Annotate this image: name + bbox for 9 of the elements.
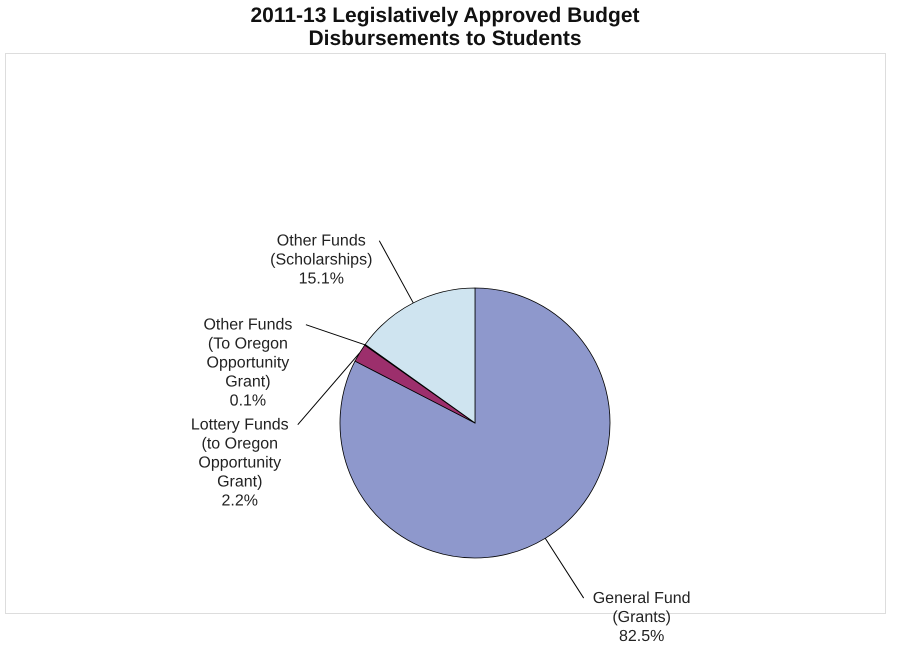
data-label: 82.5% [618, 628, 664, 646]
data-label: 2.2% [222, 492, 258, 510]
chart-title: 2011-13 Legislatively Approved Budget Disbursements to Students [250, 4, 640, 50]
slice-label: General Fund (Grants) [592, 590, 691, 626]
slice-label: Lottery Funds (to Oregon Opportunity Grant) [190, 416, 289, 491]
slice-label: Other Funds (Scholarships) [270, 232, 372, 269]
data-label: 0.1% [230, 392, 266, 410]
data-label: 15.1% [298, 270, 344, 288]
slice-label: Other Funds (To Oregon Opportunity Grant) [203, 316, 292, 391]
